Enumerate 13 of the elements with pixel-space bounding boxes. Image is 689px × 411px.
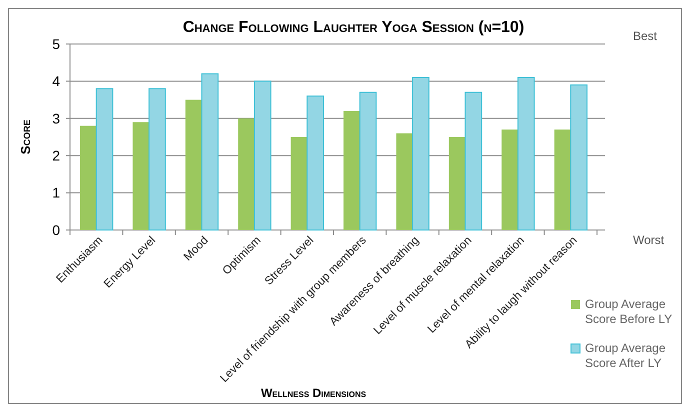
y-tick-label: 1 (52, 184, 60, 201)
legend-label: Group Average Score After LY (585, 341, 666, 370)
legend-label: Group Average Score Before LY (585, 297, 672, 326)
x-axis-title: Wellness Dimensions (260, 386, 367, 400)
chart-title: Change Following Laughter Yoga Session (n=10) (182, 19, 524, 36)
y-tick-label: 4 (52, 73, 60, 90)
text: Best (633, 29, 658, 44)
y-axis-title: Score (18, 120, 33, 154)
y-tick-label: 0 (52, 222, 60, 238)
y-tick-label: 3 (52, 110, 60, 126)
y-tick-label: 2 (52, 148, 60, 164)
y-tick-label: 5 (52, 36, 60, 52)
text: Worst (633, 233, 665, 248)
